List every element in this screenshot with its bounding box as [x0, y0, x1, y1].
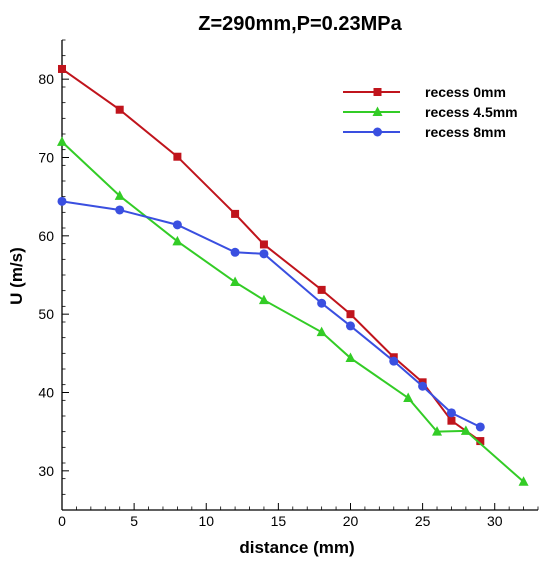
legend: recess 0mm recess 4.5mm recess 8mm [343, 84, 518, 140]
legend-item: recess 8mm [343, 124, 506, 140]
y-tick-label: 80 [38, 71, 54, 87]
series-line [61, 141, 525, 483]
data-point [115, 105, 124, 114]
legend-label: recess 4.5mm [425, 104, 518, 120]
data-point [317, 285, 326, 294]
legend-marker [372, 106, 383, 116]
chart-title: Z=290mm,P=0.23MPa [198, 13, 402, 35]
series-recess-8mm [57, 196, 485, 432]
y-tick-label: 30 [38, 463, 54, 479]
legend-label: recess 8mm [425, 124, 506, 140]
x-tick-label: 10 [198, 513, 214, 529]
data-point [447, 416, 456, 425]
data-point [446, 408, 456, 418]
data-point [316, 326, 327, 337]
series-line [61, 200, 481, 428]
data-point [258, 294, 269, 305]
y-tick-label: 60 [38, 228, 54, 244]
x-axis-label: distance (mm) [239, 538, 354, 557]
data-point [57, 136, 67, 146]
series-layer [57, 64, 529, 486]
data-point [403, 392, 414, 402]
data-point [345, 352, 356, 363]
data-point [317, 298, 327, 308]
data-point [418, 381, 428, 391]
data-point [115, 205, 125, 215]
y-tick-label: 40 [38, 385, 54, 401]
data-point [389, 356, 399, 366]
y-tick-label: 70 [38, 150, 54, 166]
data-point [259, 240, 268, 249]
series-line [61, 68, 481, 442]
data-point [346, 310, 355, 319]
data-point [460, 425, 471, 435]
data-point [230, 247, 240, 257]
data-point [57, 196, 67, 206]
series-recess-4-5mm [57, 136, 529, 486]
x-tick-label: 15 [271, 513, 287, 529]
data-point [172, 235, 183, 246]
data-point [173, 152, 182, 161]
legend-item: recess 0mm [343, 84, 506, 100]
data-point [58, 64, 66, 73]
data-point [345, 321, 355, 331]
x-tick-label: 25 [415, 513, 431, 529]
data-point [231, 209, 240, 218]
data-point [518, 476, 529, 486]
y-tick-label: 50 [38, 306, 54, 322]
x-tick-label: 0 [58, 513, 66, 529]
x-tick-label: 5 [130, 513, 138, 529]
data-point [476, 437, 485, 446]
data-point [172, 220, 182, 230]
data-point [259, 249, 269, 259]
y-axis-label: U (m/s) [7, 247, 26, 305]
data-point [475, 422, 485, 432]
legend-label: recess 0mm [425, 84, 506, 100]
data-point [114, 190, 125, 200]
legend-marker [373, 127, 382, 137]
legend-marker [373, 88, 382, 96]
x-tick-label: 30 [487, 513, 503, 529]
legend-item: recess 4.5mm [343, 104, 518, 120]
data-point [432, 426, 443, 436]
data-point [230, 276, 241, 287]
x-tick-label: 20 [343, 513, 359, 529]
axes: 0 5 10 15 20 25 30 30 40 50 60 70 80 [38, 39, 539, 529]
